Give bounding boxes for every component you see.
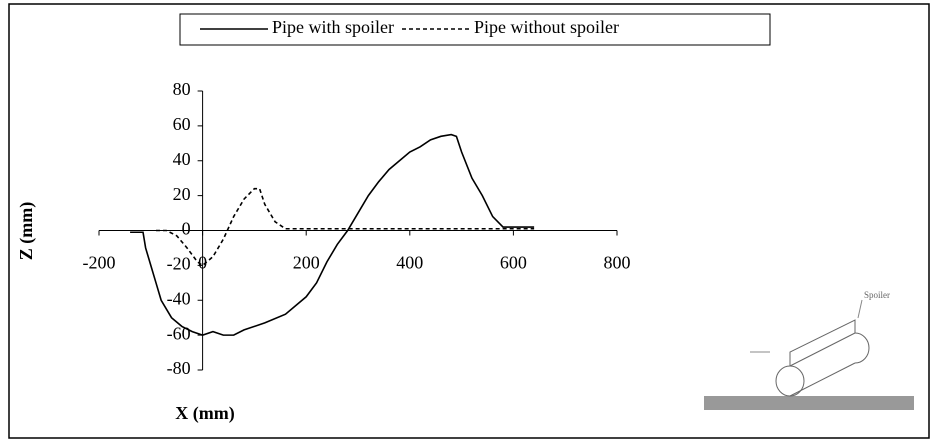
legend-label: Pipe with spoiler [272, 17, 394, 37]
pipe-far [854, 332, 870, 364]
spoiler-label: Spoiler [864, 290, 890, 300]
series-line [155, 187, 535, 267]
x-tick-label: 0 [198, 253, 207, 273]
y-tick-label: 80 [173, 79, 191, 99]
x-tick-label: 400 [396, 253, 423, 273]
x-tick-label: 600 [500, 253, 527, 273]
series-line [130, 133, 535, 336]
ground [704, 396, 914, 410]
x-tick-label: 200 [293, 253, 320, 273]
y-tick-label: 20 [173, 184, 191, 204]
spoiler-diagram: Spoiler [704, 290, 914, 410]
legend-label: Pipe without spoiler [474, 17, 619, 37]
y-tick-label: 0 [182, 219, 191, 239]
y-axis-label: Z (mm) [16, 202, 37, 260]
pipe-bottom [789, 362, 856, 397]
y-tick-label: -40 [167, 288, 191, 308]
y-tick-label: 40 [173, 149, 191, 169]
x-tick-label: -200 [83, 253, 116, 273]
y-tick-label: -80 [167, 358, 191, 378]
spoiler-plate [789, 319, 856, 366]
pipe-top [789, 332, 856, 367]
spoiler-pointer [857, 299, 863, 319]
x-axis-label: X (mm) [175, 403, 234, 424]
legend-box [179, 13, 771, 46]
frame [8, 3, 930, 439]
y-tick-label: -60 [167, 323, 191, 343]
x-tick-label: 800 [604, 253, 631, 273]
y-tick-label: 60 [173, 114, 191, 134]
y-tick-label: -20 [167, 254, 191, 274]
